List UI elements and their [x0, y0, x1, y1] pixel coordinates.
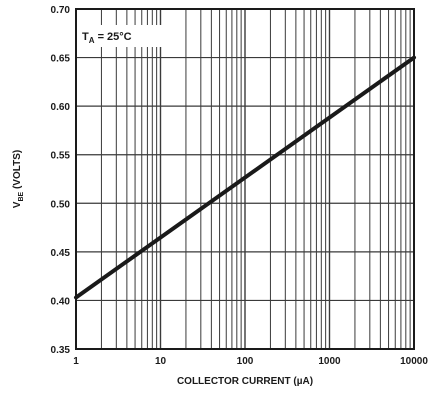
- series-layer: [74, 55, 416, 300]
- y-tick-labels: 0.35 0.40 0.45 0.50 0.55 0.60 0.65 0.70: [51, 5, 71, 356]
- temperature-annotation: TA = 25°C: [82, 31, 132, 45]
- temperature-annotation-background: [78, 25, 164, 47]
- x-tick-label: 10000: [400, 356, 428, 367]
- x-tick-label: 1: [73, 356, 79, 367]
- y-tick-label: 0.40: [51, 296, 71, 307]
- x-tick-labels: 1 10 100 1000 10000: [73, 356, 428, 367]
- grid: [76, 9, 414, 349]
- y-tick-label: 0.55: [51, 151, 71, 162]
- annotation-main: T: [82, 31, 89, 43]
- y-axis-label-units: (VOLTS): [12, 150, 23, 192]
- x-axis-label: COLLECTOR CURRENT (µA): [177, 376, 313, 387]
- x-tick-label: 1000: [318, 356, 341, 367]
- y-axis-label: VBE (VOLTS): [12, 150, 25, 208]
- y-tick-label: 0.35: [51, 345, 71, 356]
- y-axis-label-main: V: [12, 201, 23, 208]
- y-tick-label: 0.70: [51, 5, 71, 16]
- plot-frame: [75, 8, 415, 350]
- vbe-curve: [74, 55, 416, 300]
- y-tick-label: 0.50: [51, 199, 71, 210]
- y-tick-label: 0.60: [51, 102, 71, 113]
- annotation-rest: = 25°C: [95, 31, 132, 43]
- x-tick-label: 10: [155, 356, 167, 367]
- y-tick-label: 0.45: [51, 248, 71, 259]
- annotation-subscript: A: [89, 36, 95, 45]
- x-tick-label: 100: [237, 356, 254, 367]
- y-axis-label-subscript: BE: [18, 191, 25, 201]
- y-tick-label: 0.65: [51, 54, 71, 65]
